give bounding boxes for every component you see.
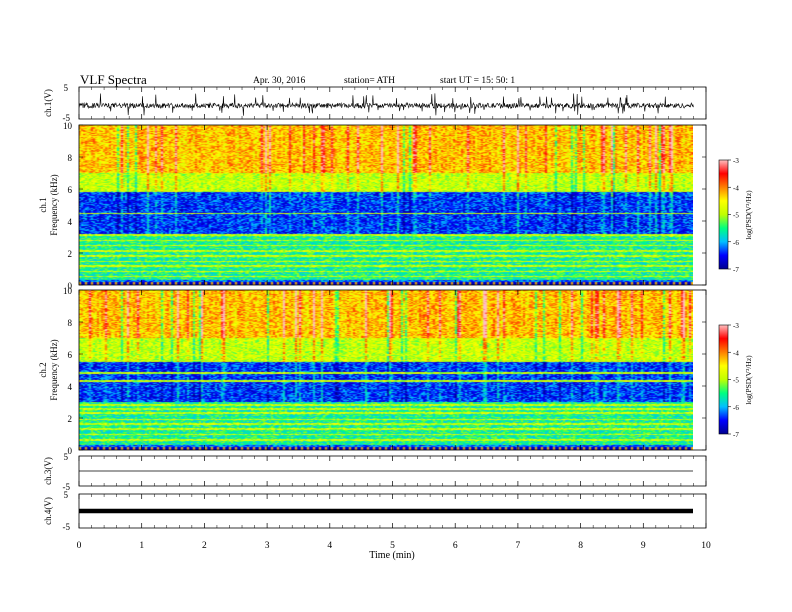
colorbar-tick-label: -3 bbox=[733, 322, 739, 330]
ch1-colorbar-gradient bbox=[718, 159, 729, 270]
spectrogram-ytick-label: 10 bbox=[63, 121, 73, 131]
spectrogram-ytick-label: 4 bbox=[68, 217, 73, 227]
ch4-ylabel: ch.4(V) bbox=[43, 497, 53, 525]
ch1-spectrogram-image bbox=[79, 125, 693, 285]
station-label: station= ATH bbox=[344, 76, 395, 86]
x-tick-label: 4 bbox=[327, 541, 332, 551]
ch3-ytick-bottom: -5 bbox=[63, 482, 71, 492]
x-tick-label: 9 bbox=[641, 541, 646, 551]
date-label: Apr. 30, 2016 bbox=[253, 76, 306, 86]
x-tick-label: 5 bbox=[390, 541, 395, 551]
colorbar-tick-label: -7 bbox=[733, 266, 739, 274]
x-tick-label: 0 bbox=[77, 541, 82, 551]
colorbar-tick-label: -5 bbox=[733, 377, 739, 385]
ch2-spectrogram-image bbox=[79, 290, 693, 450]
spectrogram-ytick-label: 0 bbox=[68, 446, 73, 456]
colorbar-tick-label: -6 bbox=[733, 404, 739, 412]
x-tick-label: 2 bbox=[202, 541, 207, 551]
spectrogram-ytick-label: 2 bbox=[68, 249, 73, 259]
x-tick-label: 1 bbox=[139, 541, 144, 551]
spectrogram-ytick-label: 8 bbox=[68, 153, 73, 163]
ch2-colorbar-gradient bbox=[718, 324, 729, 435]
x-tick-label: 7 bbox=[516, 541, 521, 551]
ch1-spectrogram-ylabel: Frequency (kHz) bbox=[49, 174, 59, 235]
colorbar-tick-label: -3 bbox=[733, 157, 739, 165]
ch1-ylabel: ch.1(V) bbox=[43, 89, 53, 117]
spectrogram-ytick-label: 4 bbox=[68, 382, 73, 392]
ch3-ylabel: ch.3(V) bbox=[43, 457, 53, 485]
ch4-ytick-bottom: -5 bbox=[63, 522, 71, 532]
ch1-colorbar: -3 -4 -5 -6 -7 log(PSD(V²/Hz) bbox=[718, 157, 753, 274]
start-time-label: start UT = 15: 50: 1 bbox=[440, 76, 515, 86]
ch1-spectrogram-ylabel-channel: ch.1 bbox=[38, 197, 48, 212]
colorbar-tick-label: -6 bbox=[733, 239, 739, 247]
ch4-ytick-top: 5 bbox=[64, 490, 69, 500]
spectrogram-ytick-label: 0 bbox=[68, 281, 73, 291]
ch2-spectrogram-ylabel: Frequency (kHz) bbox=[49, 339, 59, 400]
ch2-colorbar: -3 -4 -5 -6 -7 log(PSD(V²/Hz) bbox=[718, 322, 753, 439]
spectrogram-ytick-label: 2 bbox=[68, 414, 73, 424]
colorbar-tick-label: -5 bbox=[733, 212, 739, 220]
ch1-colorbar-label: log(PSD(V²/Hz) bbox=[744, 190, 753, 240]
ch1-spectrogram-panel: 10 8 6 4 2 0 ch.1 Frequency (kHz) bbox=[38, 121, 707, 291]
colorbar-tick-label: -7 bbox=[733, 431, 739, 439]
ch3-ytick-top: 5 bbox=[64, 452, 69, 462]
ch1-ytick-bottom: -5 bbox=[63, 113, 71, 123]
ch1-ytick-top: 5 bbox=[64, 83, 69, 93]
figure-title: VLF Spectra bbox=[80, 72, 147, 87]
spectrogram-ytick-label: 10 bbox=[63, 286, 73, 296]
ch1-trace bbox=[79, 93, 694, 116]
x-axis-label: Time (min) bbox=[369, 550, 414, 561]
colorbar-tick-label: -4 bbox=[733, 184, 739, 192]
spectrogram-ytick-label: 6 bbox=[68, 350, 73, 360]
x-tick-label: 3 bbox=[265, 541, 270, 551]
spectrogram-ytick-label: 6 bbox=[68, 185, 73, 195]
ch2-spectrogram-panel: 10 8 6 4 2 0 ch.2 Frequency (kHz) bbox=[38, 286, 707, 456]
x-tick-label: 10 bbox=[701, 541, 711, 551]
ch2-colorbar-label: log(PSD(V²/Hz) bbox=[744, 355, 753, 405]
x-tick-label: 8 bbox=[578, 541, 583, 551]
x-tick-label: 6 bbox=[453, 541, 458, 551]
spectrogram-ytick-label: 8 bbox=[68, 318, 73, 328]
ch2-spectrogram-ylabel-channel: ch.2 bbox=[38, 362, 48, 377]
colorbar-tick-label: -4 bbox=[733, 349, 739, 357]
time-axis: 0 1 2 3 4 5 6 7 8 9 10 bbox=[77, 87, 711, 551]
